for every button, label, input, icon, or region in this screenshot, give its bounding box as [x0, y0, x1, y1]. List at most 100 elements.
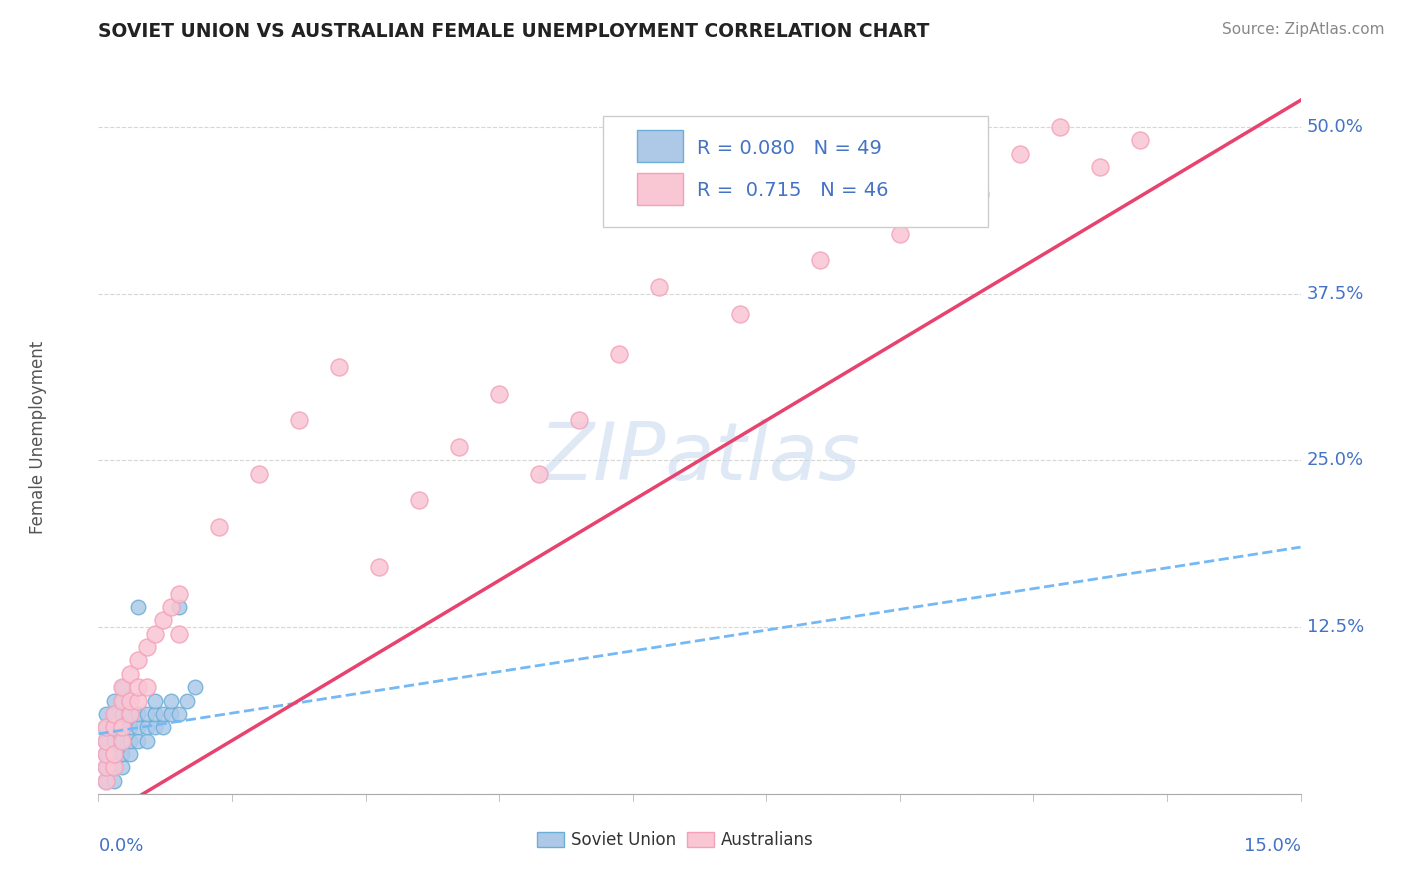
- Point: [111, 720, 134, 734]
- Point: [447, 440, 470, 454]
- Point: [103, 760, 125, 774]
- Point: [128, 693, 150, 707]
- Point: [159, 693, 181, 707]
- Point: [111, 720, 134, 734]
- Point: [103, 706, 125, 721]
- Point: [328, 359, 350, 374]
- Point: [103, 720, 125, 734]
- Point: [167, 587, 190, 601]
- Point: [120, 720, 142, 734]
- Point: [103, 706, 125, 721]
- Point: [728, 307, 751, 321]
- Point: [247, 467, 270, 481]
- Text: Female Unemployment: Female Unemployment: [30, 341, 48, 533]
- Point: [96, 760, 118, 774]
- Point: [128, 600, 150, 615]
- Point: [167, 627, 190, 641]
- Point: [96, 720, 118, 734]
- Text: 15.0%: 15.0%: [1243, 837, 1301, 855]
- Point: [111, 733, 134, 747]
- Point: [96, 733, 118, 747]
- Point: [120, 706, 142, 721]
- Point: [529, 467, 551, 481]
- Point: [111, 680, 134, 694]
- Point: [143, 720, 166, 734]
- Point: [143, 693, 166, 707]
- Text: 12.5%: 12.5%: [1306, 618, 1364, 636]
- Point: [568, 413, 591, 427]
- Point: [96, 747, 118, 761]
- Point: [152, 720, 174, 734]
- Point: [128, 733, 150, 747]
- Point: [111, 693, 134, 707]
- Bar: [637, 130, 683, 162]
- Point: [183, 680, 205, 694]
- Text: Source: ZipAtlas.com: Source: ZipAtlas.com: [1222, 22, 1385, 37]
- Point: [143, 627, 166, 641]
- Text: R =  0.715   N = 46: R = 0.715 N = 46: [697, 181, 889, 201]
- Point: [96, 773, 118, 788]
- Point: [111, 733, 134, 747]
- Bar: [537, 831, 564, 847]
- Text: 37.5%: 37.5%: [1306, 285, 1364, 302]
- Point: [103, 747, 125, 761]
- Point: [1010, 146, 1032, 161]
- Point: [159, 600, 181, 615]
- Bar: [637, 173, 683, 205]
- Point: [128, 706, 150, 721]
- Point: [889, 227, 911, 241]
- Point: [111, 706, 134, 721]
- Point: [1049, 120, 1071, 134]
- Text: Australians: Australians: [721, 830, 814, 848]
- FancyBboxPatch shape: [603, 116, 988, 227]
- Point: [96, 720, 118, 734]
- Text: 25.0%: 25.0%: [1306, 451, 1364, 469]
- Point: [152, 614, 174, 628]
- Text: SOVIET UNION VS AUSTRALIAN FEMALE UNEMPLOYMENT CORRELATION CHART: SOVIET UNION VS AUSTRALIAN FEMALE UNEMPL…: [98, 22, 929, 41]
- Point: [609, 347, 631, 361]
- Point: [808, 253, 831, 268]
- Point: [96, 747, 118, 761]
- Point: [96, 773, 118, 788]
- Point: [135, 733, 157, 747]
- Point: [96, 733, 118, 747]
- Point: [96, 706, 118, 721]
- Text: Soviet Union: Soviet Union: [571, 830, 676, 848]
- Point: [103, 773, 125, 788]
- Point: [128, 653, 150, 667]
- Point: [111, 680, 134, 694]
- Point: [488, 386, 510, 401]
- Point: [167, 706, 190, 721]
- Point: [135, 680, 157, 694]
- Point: [96, 747, 118, 761]
- Point: [167, 600, 190, 615]
- Text: 50.0%: 50.0%: [1306, 118, 1364, 136]
- Point: [96, 773, 118, 788]
- Point: [128, 720, 150, 734]
- Text: ZIPatlas: ZIPatlas: [538, 419, 860, 498]
- Bar: [688, 831, 714, 847]
- Point: [143, 706, 166, 721]
- Point: [103, 747, 125, 761]
- Point: [288, 413, 311, 427]
- Point: [96, 733, 118, 747]
- Point: [111, 747, 134, 761]
- Point: [103, 733, 125, 747]
- Point: [120, 733, 142, 747]
- Point: [96, 760, 118, 774]
- Point: [96, 760, 118, 774]
- Point: [120, 747, 142, 761]
- Point: [368, 560, 391, 574]
- Point: [135, 720, 157, 734]
- Point: [120, 706, 142, 721]
- Point: [176, 693, 198, 707]
- Point: [103, 747, 125, 761]
- Point: [120, 693, 142, 707]
- Point: [408, 493, 430, 508]
- Point: [648, 280, 671, 294]
- Point: [1129, 133, 1152, 147]
- Point: [135, 706, 157, 721]
- Point: [969, 186, 991, 201]
- Point: [111, 760, 134, 774]
- Point: [128, 680, 150, 694]
